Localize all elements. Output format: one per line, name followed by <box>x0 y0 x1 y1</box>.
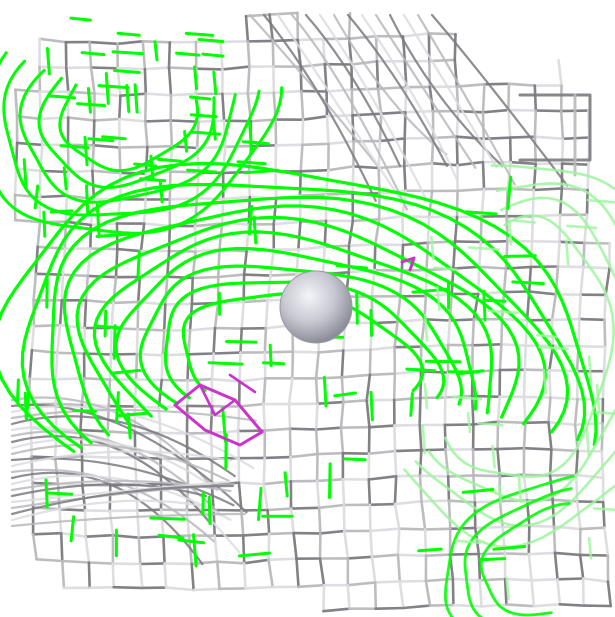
grey-density-mesh <box>10 11 613 613</box>
green-density-mesh <box>0 16 615 617</box>
center-atom-sphere[interactable] <box>279 270 353 344</box>
magenta-density-mesh <box>173 256 416 447</box>
